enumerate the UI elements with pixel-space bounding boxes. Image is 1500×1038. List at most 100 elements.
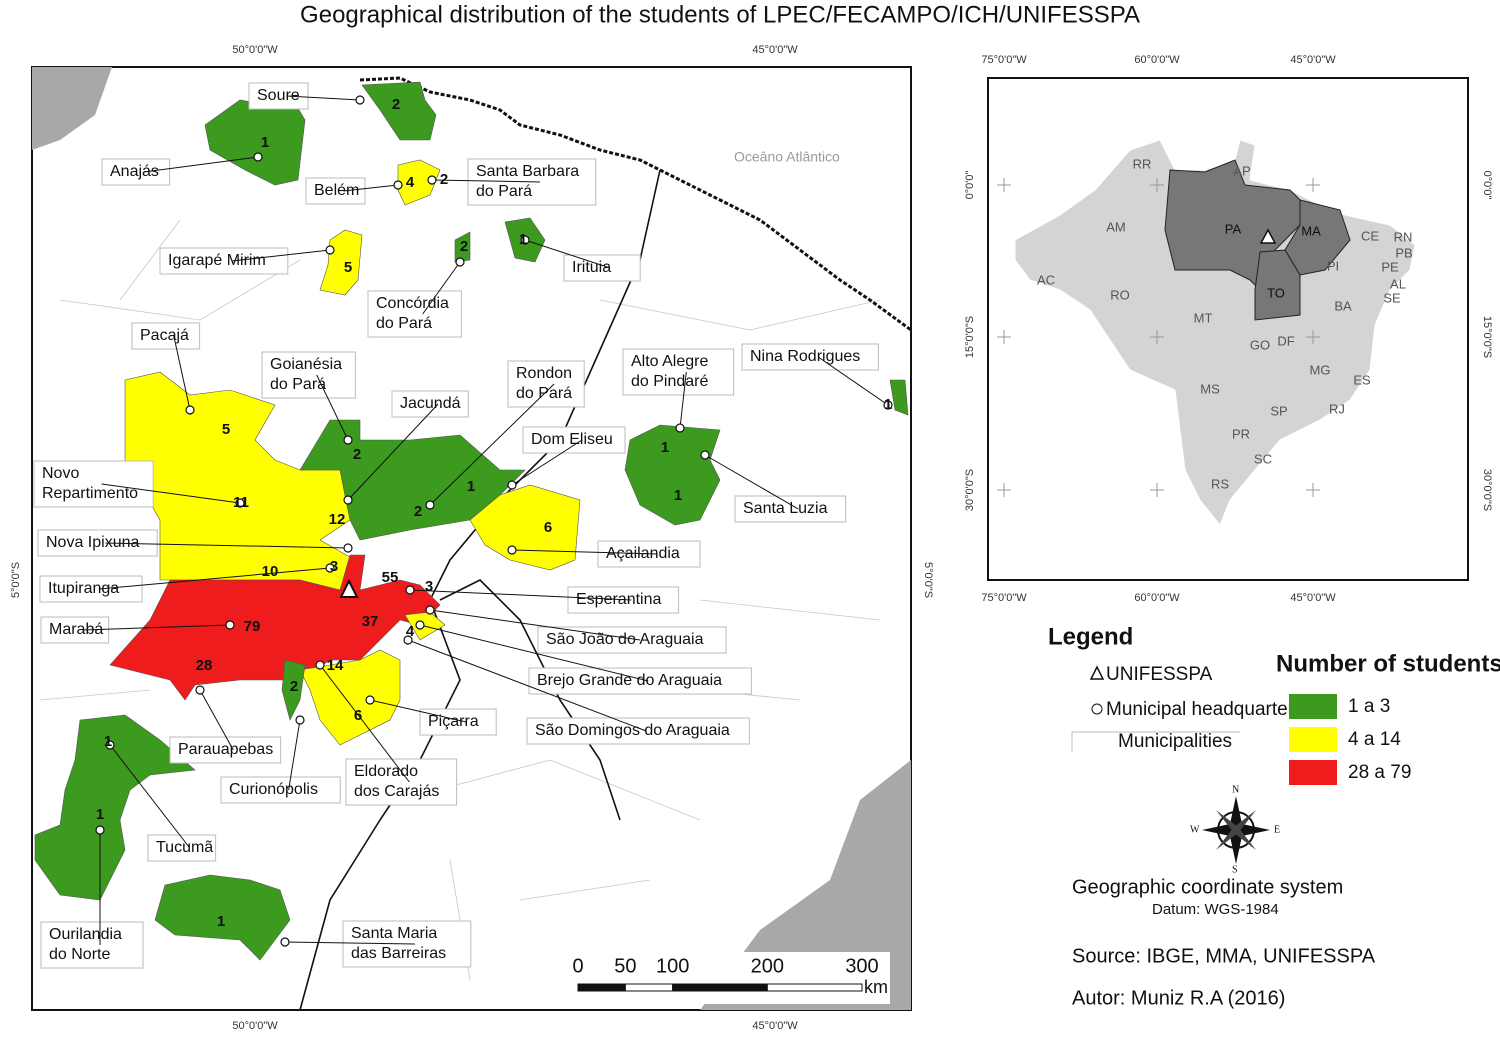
coord-label: 50°0'0"W [232,44,278,56]
legend-label: 28 a 79 [1348,762,1411,783]
scale-tick-label: 200 [751,955,784,977]
student-count: 2 [460,238,468,255]
state-code: AC [1037,272,1055,287]
municipality-name: Eldorado [354,763,418,780]
legend-label: 1 a 3 [1348,696,1390,717]
scale-tick-label: 0 [572,955,583,977]
callout-box [169,736,282,764]
region [299,649,401,746]
callout-box [419,708,497,736]
callout-box [33,460,154,508]
student-count: 1 [519,231,527,248]
river [439,579,621,821]
student-count: 28 [196,657,213,674]
leader-line [231,249,331,262]
callout-box [147,834,217,862]
state-code: RO [1110,287,1130,302]
student-count: 1 [261,134,269,151]
scale-tick-label: 100 [656,955,689,977]
headquarters [455,257,465,267]
callout-box [734,495,847,523]
municipality-name: dos Carajás [354,783,439,800]
graticule-cross [1306,330,1320,344]
student-count: 1 [104,733,112,750]
scale-tick-label: 300 [845,955,878,977]
leader-line [343,184,399,192]
unifesspa-marker [1259,228,1277,244]
callout-box [305,177,366,205]
student-count: 2 [392,96,400,113]
municipality-name: Dom Eliseu [531,431,613,448]
legend-swatch [1289,694,1337,719]
coord-label: 30°0'0"S [964,469,976,511]
graticule-cross [1306,483,1320,497]
municipality-name: Concórdia [376,295,449,312]
legend-swatch [1289,727,1337,752]
compass-letter: N [1232,784,1239,795]
coord-label: 45°0'0"W [1290,54,1336,66]
state-code: MT [1194,310,1213,325]
student-count: 10 [262,563,279,580]
legend-classes: 1 a 3 4 a 14 28 a 79 [1289,694,1411,785]
region [281,659,306,721]
leader-line [199,689,234,751]
headquarters [883,400,893,410]
callout-box [526,717,750,745]
municipality-name: Itupiranga [48,580,119,597]
credit: Source: IBGE, MMA, UNIFESSPA [1072,945,1376,967]
callout-box [367,290,462,338]
leader-line [524,239,611,269]
student-count: 2 [440,171,448,188]
leader-line [109,744,191,849]
compass-letter: E [1274,824,1280,835]
student-count: 11 [233,494,249,511]
municipality-name: Nova Ipixuna [46,534,139,551]
graticule-cross [997,483,1011,497]
callout-box [101,158,171,186]
state-code: MG [1310,362,1331,377]
municipality-name: das Barreiras [351,945,446,962]
region [109,554,441,701]
municipality-name: Esperantina [576,591,661,608]
headquarters [520,235,530,245]
title: Geographical distribution of the student… [300,1,1140,28]
state-code: AL [1390,276,1406,291]
scale-segment [672,983,768,992]
callout-box [40,921,144,969]
leader-line [422,261,461,315]
municipality-name: Novo [42,465,79,482]
municipality-name: Irituia [572,259,611,276]
student-count: 12 [329,511,346,528]
headquarters [295,715,305,725]
leader-line [105,542,349,549]
student-count: 3 [425,578,433,595]
leader-line [98,567,331,590]
callout-box [248,82,309,110]
leader-line [101,483,241,504]
legend-item: Municipalities [1118,731,1232,752]
callouts: Soure Anajás Belém Santa Barbara do Pará Igar… [33,82,893,969]
state-code: RJ [1329,401,1345,416]
coord-label: 30°0'0"S [1481,469,1493,511]
leader-line [286,95,361,101]
headquarters [185,405,195,415]
student-count: 1 [661,439,669,456]
state-code: TO [1267,285,1285,300]
municipality-name: do Pará [270,376,326,393]
state-code: RS [1211,476,1229,491]
credit: Geographic coordinate system [1072,876,1343,898]
leader-line [429,609,641,641]
graticule-cross [1150,330,1164,344]
leader-line [284,941,415,945]
student-count: 4 [406,174,415,191]
callout-box [563,254,641,282]
municipality-name: Piçarra [428,713,479,730]
state-code: AM [1106,219,1126,234]
municipality-name: Nina Rodrigues [750,348,860,365]
student-count: 2 [353,446,361,463]
callout-box [345,758,458,806]
municipality-name: do Pará [476,183,532,200]
state-code: PI [1327,258,1339,273]
callout-box [507,360,585,408]
